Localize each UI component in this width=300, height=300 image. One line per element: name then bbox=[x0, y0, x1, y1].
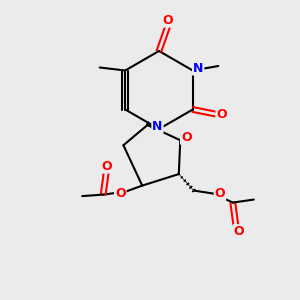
Text: O: O bbox=[115, 187, 126, 200]
Text: N: N bbox=[193, 61, 203, 75]
Text: O: O bbox=[233, 225, 244, 238]
Text: O: O bbox=[163, 14, 173, 27]
Text: O: O bbox=[214, 187, 225, 200]
Text: O: O bbox=[101, 160, 112, 172]
Text: N: N bbox=[152, 119, 163, 133]
Text: O: O bbox=[217, 107, 227, 121]
Text: O: O bbox=[181, 131, 192, 144]
